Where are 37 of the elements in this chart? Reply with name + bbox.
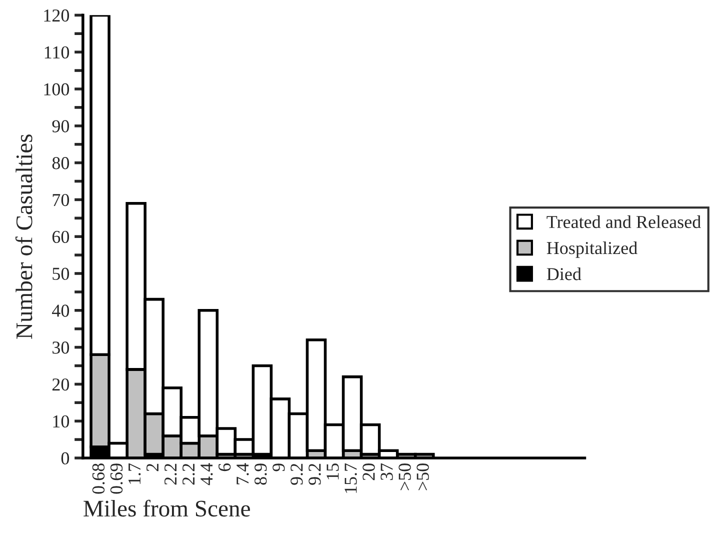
x-tick-label: 20 [362, 464, 375, 480]
legend-label: Hospitalized [546, 241, 638, 258]
y-tick-label: 10 [53, 415, 70, 428]
y-tick-label: 30 [52, 342, 70, 354]
x-tick-label: 2.2 [164, 464, 177, 485]
x-tick-label: 1.7 [128, 463, 141, 484]
x-tick-label: 9 [272, 464, 285, 472]
x-tick-label: 9.2 [308, 464, 321, 485]
legend-label: Died [546, 268, 582, 280]
x-tick-label: 2 [146, 464, 158, 472]
y-tick-label: 110 [44, 46, 70, 59]
y-tick-label: 120 [44, 9, 70, 22]
y-tick-label: 70 [52, 194, 70, 206]
x-tick-label: 6 [218, 463, 231, 472]
y-tick-label: 90 [52, 120, 70, 132]
legend-label: Treated and Released [546, 215, 701, 228]
x-tick-label: >50 [398, 464, 411, 490]
y-tick-label: 60 [52, 230, 70, 244]
y-tick-label: 80 [52, 157, 70, 170]
y-tick-label: 40 [52, 304, 70, 317]
x-tick-label: 8.9 [254, 464, 267, 485]
y-tick-label: 100 [44, 83, 70, 96]
x-tick-label: 2.2 [182, 464, 195, 485]
x-tick-label: >50 [416, 464, 429, 490]
x-tick-label: 7.4 [236, 463, 249, 484]
y-axis-title: Number of Casualties [15, 134, 32, 339]
x-axis-title: Miles from Scene [84, 500, 250, 517]
x-tick-label: 37 [380, 463, 393, 480]
x-tick-label: 0.68 [92, 464, 105, 494]
x-tick-label: 4.4 [200, 463, 213, 486]
x-tick-label: 15.7 [344, 463, 357, 493]
x-tick-label: 15 [326, 464, 339, 480]
y-tick-label: 20 [52, 378, 70, 391]
y-tick-label: 50 [52, 268, 70, 280]
x-tick-label: 0.69 [110, 464, 123, 494]
x-tick-label: 9.2 [290, 464, 303, 485]
y-tick-label: 0 [61, 452, 70, 464]
